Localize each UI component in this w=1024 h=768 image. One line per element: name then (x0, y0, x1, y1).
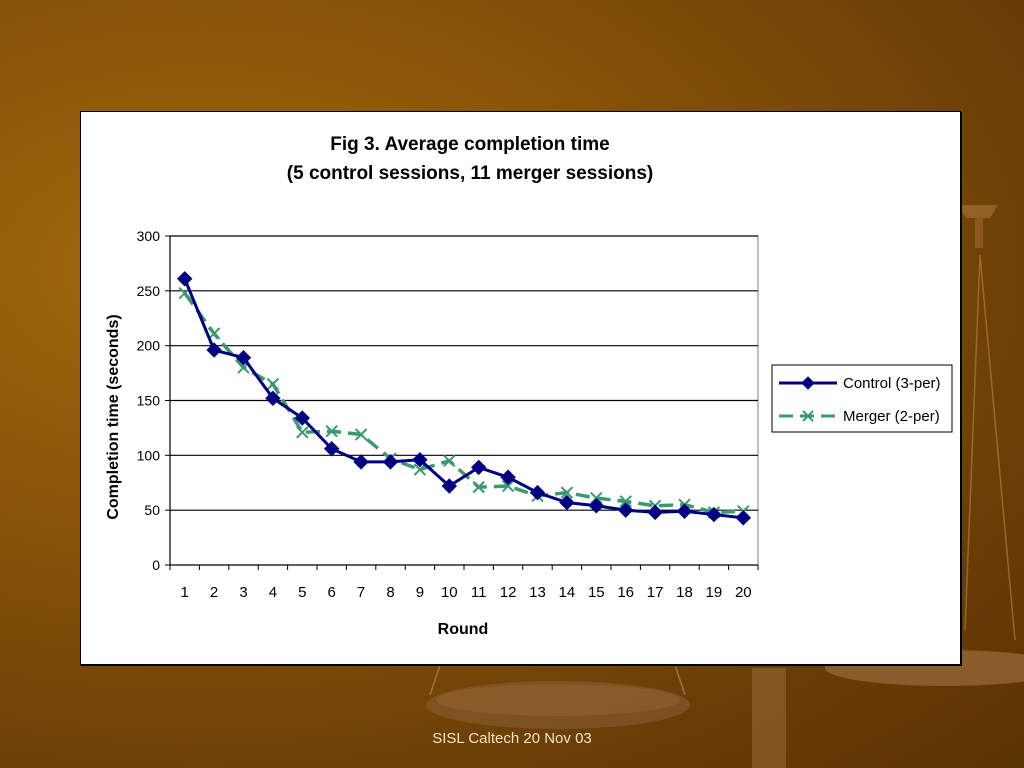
y-axis-title: Completion time (seconds) (105, 314, 122, 519)
control-data-point (676, 503, 693, 519)
x-tick-label: 10 (441, 584, 458, 601)
control-data-point (176, 271, 193, 287)
y-tick-label: 250 (137, 283, 161, 299)
control-data-point (735, 510, 752, 526)
control-data-point (323, 441, 340, 457)
x-tick-label: 3 (239, 584, 247, 601)
x-axis-title: Round (438, 621, 489, 638)
x-tick-label: 2 (210, 584, 218, 601)
control-data-point (412, 452, 428, 468)
merger-data-point (472, 480, 485, 494)
control-data-point (588, 498, 605, 514)
merger-data-point (619, 495, 632, 508)
footer-text: SISL Caltech 20 Nov 03 (432, 730, 592, 747)
chart-panel: Fig 3. Average completion time (5 contro… (80, 111, 961, 665)
scale-decoration-icon (426, 205, 1024, 768)
legend-box (771, 364, 953, 433)
control-data-point (529, 484, 546, 501)
y-tick-label: 100 (137, 447, 161, 463)
control-data-point (382, 454, 399, 470)
legend: Control (3-per) Merger (2-per) (771, 364, 953, 433)
x-tick-label: 7 (357, 584, 365, 601)
merger-data-point (325, 424, 338, 438)
y-tick-label: 0 (152, 557, 160, 573)
y-tick-label: 200 (137, 338, 161, 354)
x-tick-label: 18 (676, 584, 693, 601)
x-tick-label: 12 (500, 584, 517, 601)
legend-control-label: Control (3-per) (843, 375, 941, 392)
control-data-point (617, 502, 634, 518)
control-data-point (500, 469, 516, 485)
y-tick-label: 50 (144, 502, 160, 518)
x-tick-label: 11 (471, 584, 487, 601)
legend-merger-marker (802, 410, 814, 422)
x-tick-label: 19 (706, 584, 723, 601)
chart: Fig 3. Average completion time (5 contro… (105, 134, 953, 638)
x-tick-label: 14 (559, 584, 576, 601)
legend-merger-label: Merger (2-per) (843, 408, 940, 425)
x-tick-label: 17 (647, 584, 664, 601)
control-data-point (706, 506, 722, 523)
merger-data-point (354, 428, 368, 441)
chart-subtitle: (5 control sessions, 11 merger sessions) (287, 163, 653, 184)
y-tick-label: 150 (137, 393, 161, 409)
control-data-point (353, 454, 369, 470)
merger-data-point (413, 463, 427, 476)
control-data-point (559, 494, 575, 511)
x-tick-label: 15 (588, 584, 605, 601)
x-tick-label: 9 (416, 584, 424, 601)
control-data-point (235, 350, 252, 366)
control-data-point (441, 478, 458, 494)
merger-data-point (266, 377, 280, 391)
x-tick-label: 13 (529, 584, 546, 601)
merger-data-point (501, 479, 515, 493)
control-data-point (294, 410, 311, 426)
x-tick-label: 5 (298, 584, 306, 601)
x-tick-label: 20 (735, 584, 752, 601)
x-tick-label: 16 (617, 584, 634, 601)
x-tick-label: 4 (269, 584, 277, 601)
x-tick-label: 8 (386, 584, 394, 601)
legend-control-marker (801, 376, 815, 390)
merger-data-point (560, 486, 574, 499)
control-data-point (265, 390, 281, 407)
y-tick-label: 300 (137, 228, 161, 244)
chart-title: Fig 3. Average completion time (330, 134, 609, 155)
merger-data-point (443, 454, 456, 468)
control-data-point (206, 342, 222, 358)
merger-series-line (183, 291, 744, 515)
control-data-point (470, 459, 487, 476)
x-tick-label: 1 (181, 584, 189, 601)
merger-data-point (296, 426, 309, 439)
x-tick-label: 6 (328, 584, 336, 601)
control-data-point (647, 504, 663, 521)
